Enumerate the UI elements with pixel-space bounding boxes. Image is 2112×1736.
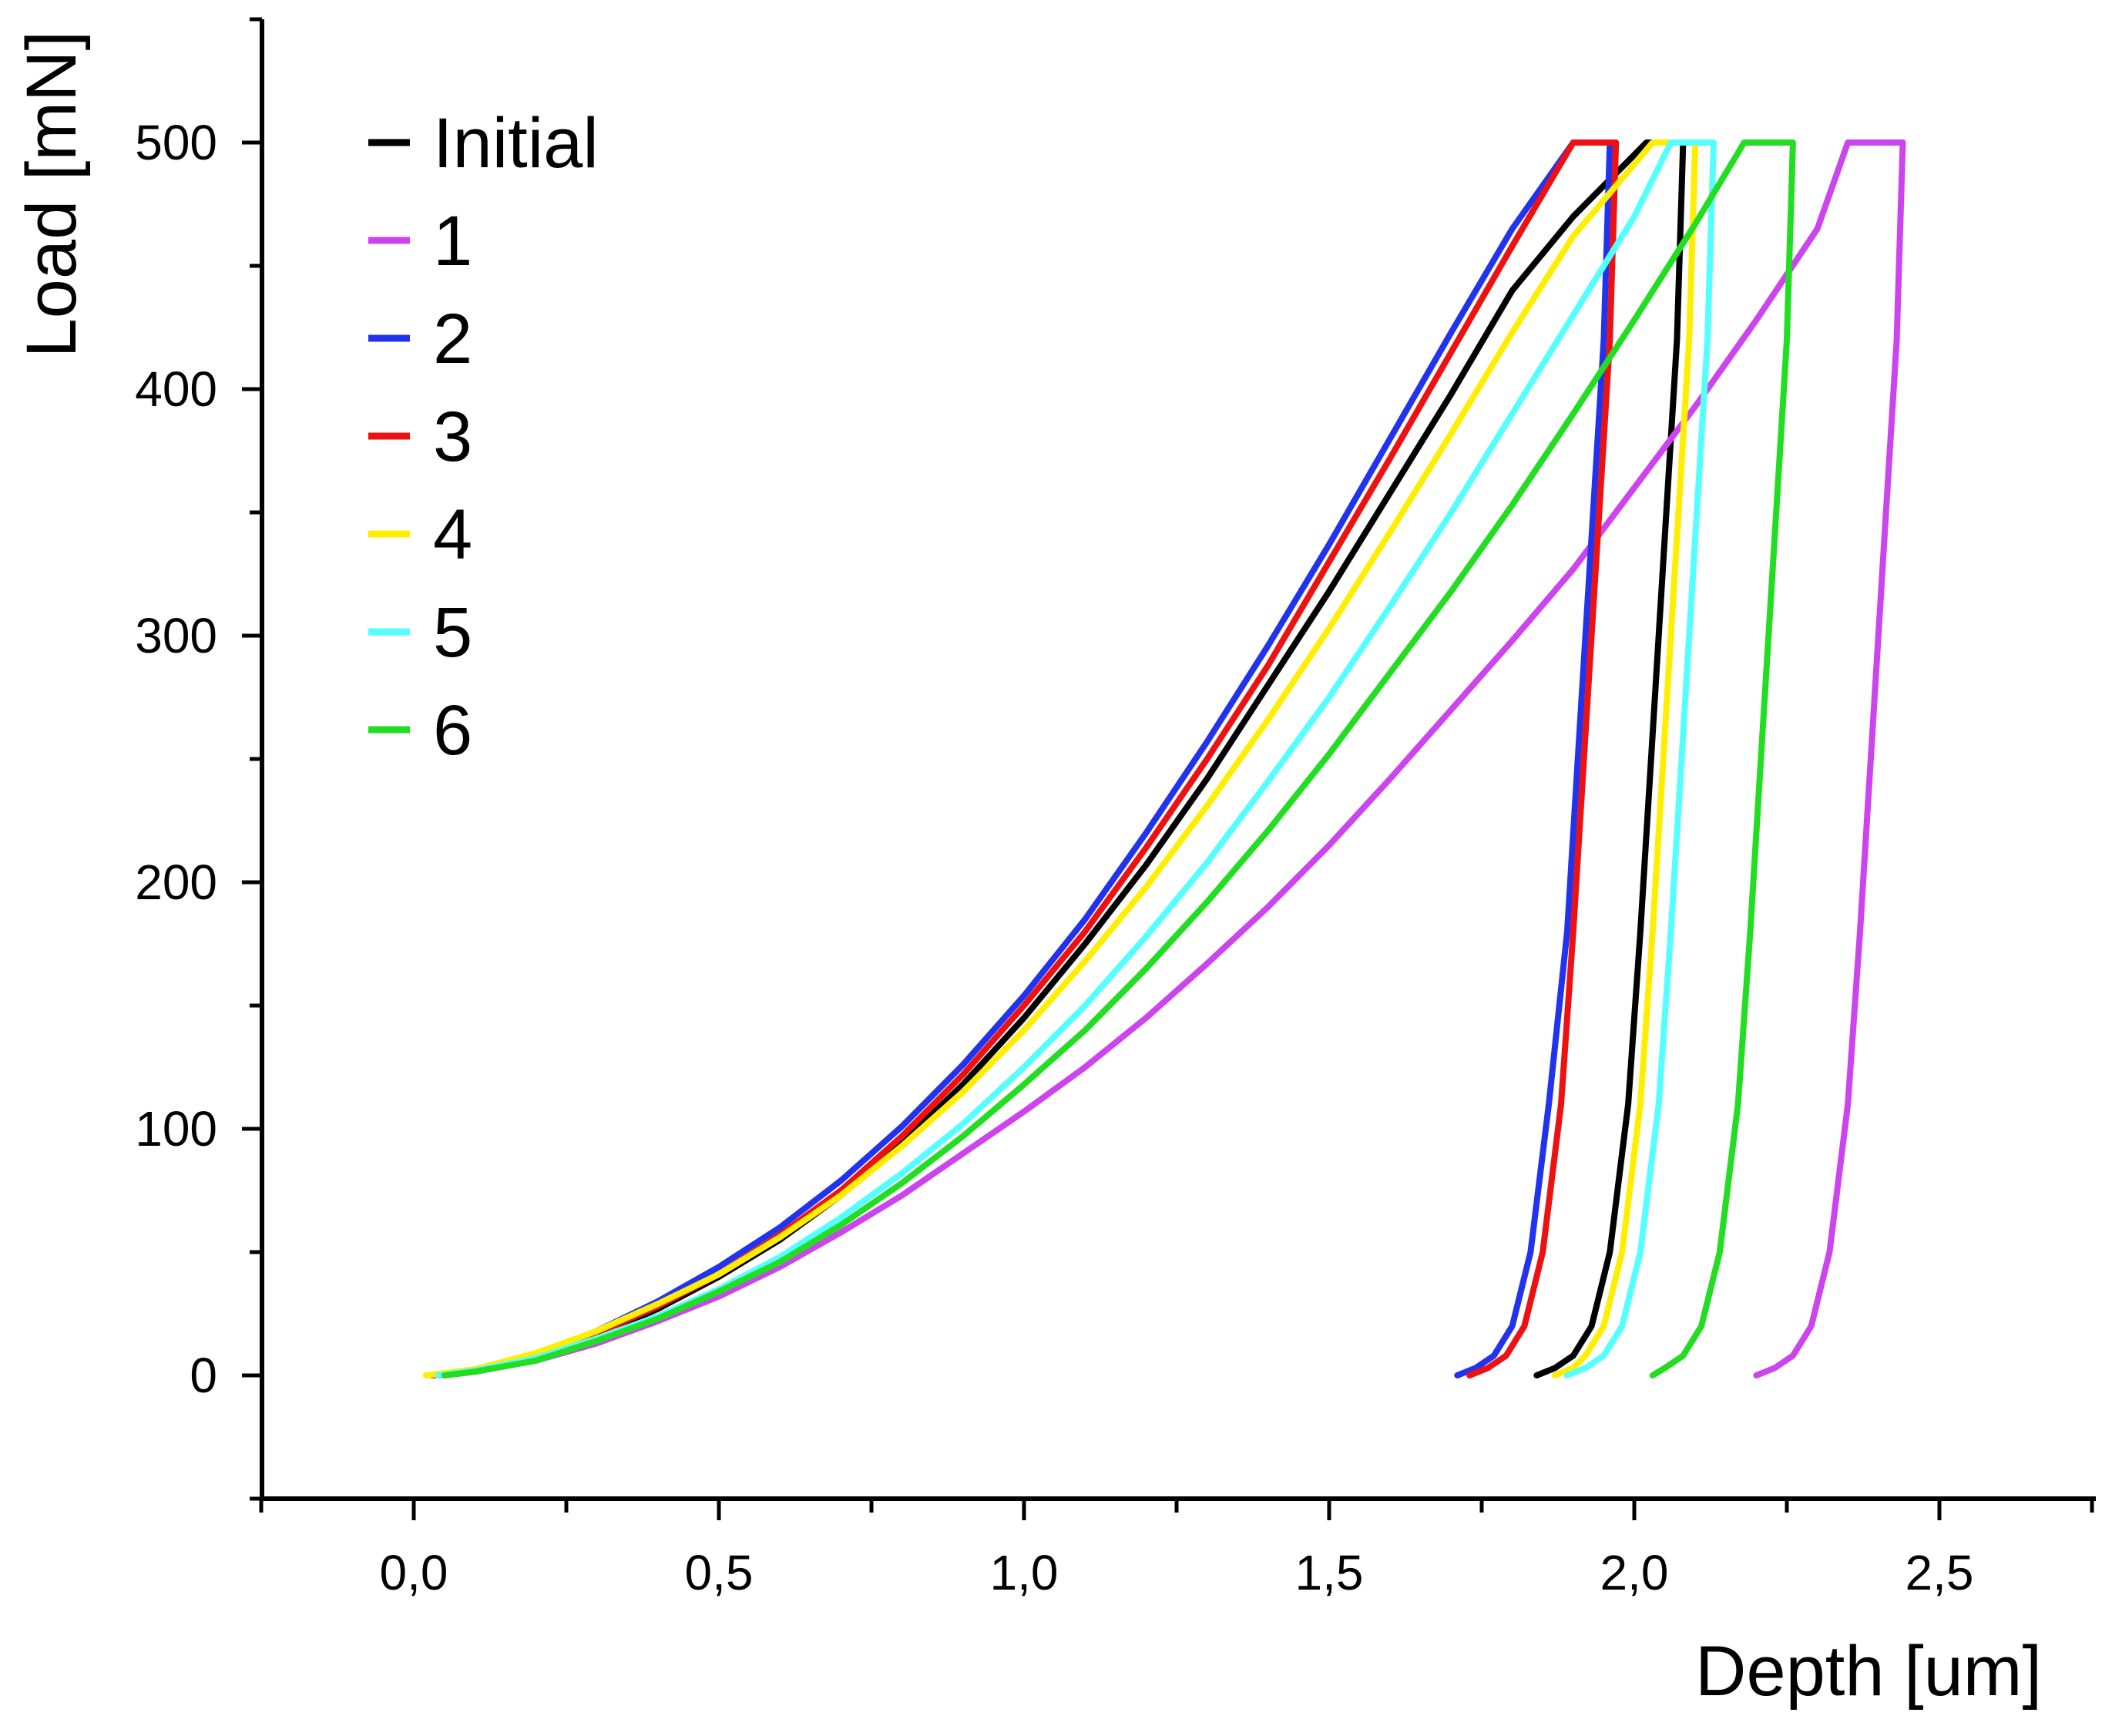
series-line-3 [428, 139, 1620, 1378]
y-ticks: 0 100 200 300 400 500 [135, 17, 262, 1501]
y-tick-label: 400 [135, 361, 217, 417]
legend-label: Initial [433, 104, 599, 183]
legend-label: 4 [433, 495, 472, 574]
x-tick-label: 1,5 [1295, 1545, 1364, 1600]
x-ticks: 0,0 0,5 1,0 1,5 2,0 2,5 [259, 1499, 2094, 1600]
legend-label: 2 [433, 300, 472, 378]
y-tick-label: 0 [190, 1348, 217, 1403]
legend-label: 5 [433, 593, 472, 672]
x-axis-title: Depth [um] [1695, 1632, 2042, 1711]
x-tick-label: 2,5 [1906, 1545, 1974, 1600]
series-line-1 [441, 139, 1906, 1378]
x-tick-label: 0,5 [685, 1545, 754, 1600]
y-tick-label: 300 [135, 608, 217, 663]
legend-label: 3 [433, 398, 472, 476]
plot-area [422, 139, 1906, 1378]
series-line-4 [422, 139, 1699, 1378]
x-tick-label: 2,0 [1600, 1545, 1669, 1600]
series-line-5 [435, 139, 1717, 1378]
y-tick-label: 100 [135, 1101, 217, 1157]
series-line-6 [441, 139, 1796, 1378]
y-axis-title: Load [mN] [12, 31, 91, 358]
series-line-2 [428, 139, 1613, 1378]
y-tick-label: 200 [135, 855, 217, 910]
axes: 0,0 0,5 1,0 1,5 2,0 2,5 0 100 200 300 400 500 [135, 17, 2096, 1600]
legend-label: 6 [433, 691, 472, 770]
legend-label: 1 [433, 202, 472, 280]
x-tick-label: 0,0 [380, 1545, 448, 1600]
series-line-initial [435, 139, 1687, 1378]
x-tick-label: 1,0 [990, 1545, 1059, 1600]
y-tick-label: 500 [135, 115, 217, 170]
legend: Initial 1 2 3 4 5 6 [368, 104, 599, 770]
